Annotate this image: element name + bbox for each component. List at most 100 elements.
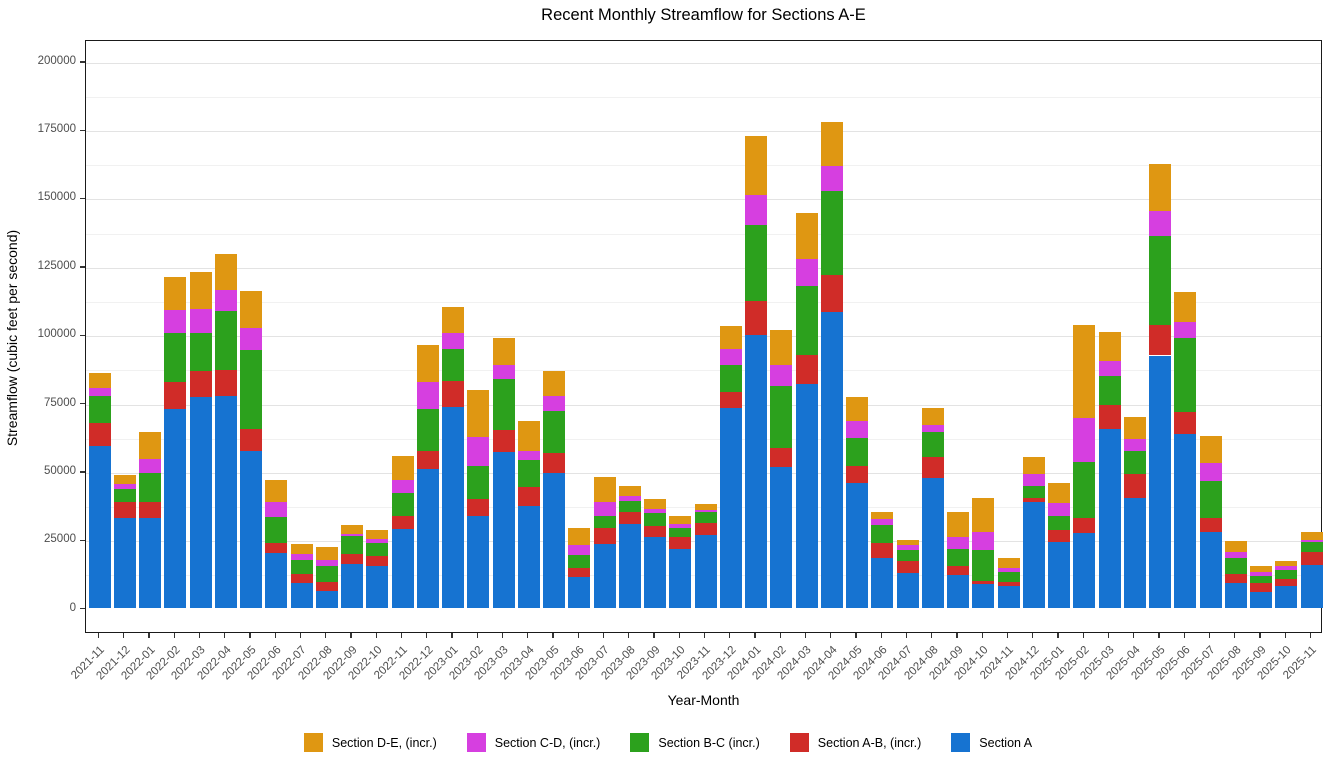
bar-segment-section-b-c-incr [1199,480,1222,519]
bar-segment-section-c-d-incr [1250,572,1272,577]
bar-segment-section-d-e-incr [1224,540,1247,553]
bar-segment-section-a-b-incr [770,448,793,468]
bar-segment-section-c-d-incr [618,495,641,501]
x-axis-tick [678,633,680,638]
bar-segment-section-c-d-incr [997,567,1020,573]
bar-segment-section-a [416,468,439,608]
bar-segment-section-a-b-incr [669,536,692,550]
bar-segment-section-a-b-incr [644,525,666,538]
bar-segment-section-a [770,467,793,608]
bar-segment-section-c-d-incr [88,388,111,396]
bar-segment-section-a-b-incr [164,382,187,410]
bar-segment-section-a-b-incr [618,512,641,525]
bar-segment-section-a-b-incr [1048,529,1070,542]
bar-segment-section-d-e-incr [442,306,464,334]
bar-segment-section-b-c-incr [1098,376,1121,405]
bar-segment-section-c-d-incr [391,479,414,494]
bar-segment-section-b-c-incr [1048,515,1070,530]
bar-segment-section-c-d-incr [1048,503,1070,516]
x-axis-tick [501,633,504,638]
bar-segment-section-a-b-incr [1149,324,1171,356]
bar-segment-section-c-d-incr [341,533,363,537]
bar-segment-section-a [972,584,995,608]
legend-item-section-c-d: Section C-D, (incr.) [466,733,601,752]
bar-segment-section-a-b-incr [315,582,338,591]
bar-segment-section-a [745,334,767,608]
y-axis-tick [80,197,85,200]
x-axis-tick [1183,633,1185,638]
bar-segment-section-d-e-incr [972,498,995,532]
bar-segment-section-a-b-incr [1022,498,1045,503]
bar-segment-section-d-e-incr [921,407,944,425]
bar-segment-section-b-c-incr [492,379,515,431]
x-axis-tick [400,633,403,638]
y-tick-label: 100000 [37,328,76,341]
bar-segment-section-a [820,311,843,608]
bar-segment-section-c-d-incr [442,333,464,349]
bar-segment-section-a [896,573,919,608]
bar-segment-section-c-d-incr [1098,360,1121,377]
bar-segment-section-d-e-incr [871,511,894,520]
bar-segment-section-c-d-incr [846,420,868,439]
gridline-major [86,131,1321,133]
bar-segment-section-a-b-incr [896,561,919,574]
bar-segment-section-b-c-incr [139,473,161,503]
bar-segment-section-a [1300,565,1323,608]
bar-segment-section-b-c-incr [88,395,111,424]
bar-segment-section-a [189,396,212,608]
x-axis-tick [1234,633,1236,638]
bar-segment-section-a [1022,502,1045,608]
bar-segment-section-a-b-incr [214,369,237,396]
bar-segment-section-c-d-incr [795,258,818,286]
gridline-minor [86,438,1321,440]
bar-segment-section-a [568,576,591,608]
x-axis-tick [325,633,327,638]
bar-segment-section-b-c-incr [770,385,793,449]
x-axis-title: Year-Month [667,692,740,708]
bar-segment-section-a-b-incr [391,515,414,529]
bar-segment-section-c-d-incr [290,553,313,561]
x-axis-tick [274,633,276,638]
gridline-minor [86,165,1321,167]
x-axis-tick [476,633,478,638]
x-axis-tick [552,633,554,638]
y-tick-label: 150000 [37,191,76,204]
bar-segment-section-a-b-incr [871,543,894,559]
bar-segment-section-a [921,478,944,608]
legend-label-section-a: Section A [979,735,1033,750]
bar-segment-section-d-e-incr [543,370,565,396]
bar-segment-section-a [214,395,237,608]
bar-segment-section-c-d-incr [644,508,666,514]
bar-segment-section-a [1048,541,1070,608]
bar-segment-section-a-b-incr [240,429,262,451]
bar-segment-section-d-e-incr [1073,324,1096,419]
bar-segment-section-a-b-incr [1199,518,1222,533]
bar-segment-section-a [543,473,565,608]
bar-segment-section-c-d-incr [871,519,894,526]
x-axis-tick [123,633,125,638]
bar-segment-section-b-c-incr [896,549,919,562]
bar-segment-section-d-e-incr [214,254,237,290]
bar-segment-section-a-b-incr [113,501,136,518]
bar-segment-section-c-d-incr [366,538,389,544]
bar-segment-section-d-e-incr [644,499,666,509]
bar-segment-section-a [795,383,818,608]
bar-segment-section-a-b-incr [820,274,843,312]
bar-segment-section-b-c-incr [669,528,692,537]
legend-item-section-a: Section A [951,733,1032,752]
gridline-minor [86,233,1321,235]
bar-segment-section-d-e-incr [896,539,919,545]
bar-segment-section-a [1073,533,1096,608]
bar-segment-section-c-d-incr [947,536,969,549]
x-axis-tick [1032,633,1034,638]
bar-segment-section-a [341,564,363,608]
bar-segment-section-d-e-incr [467,389,490,438]
bar-segment-section-d-e-incr [113,474,136,485]
x-axis-tick [830,633,832,638]
bar-segment-section-c-d-incr [517,450,540,460]
bar-segment-section-c-d-incr [745,195,767,226]
x-axis-tick [653,633,655,638]
legend-label-section-c-d: Section C-D, (incr.) [494,735,601,750]
x-axis-tick [729,633,731,638]
bar-segment-section-d-e-incr [820,122,843,167]
